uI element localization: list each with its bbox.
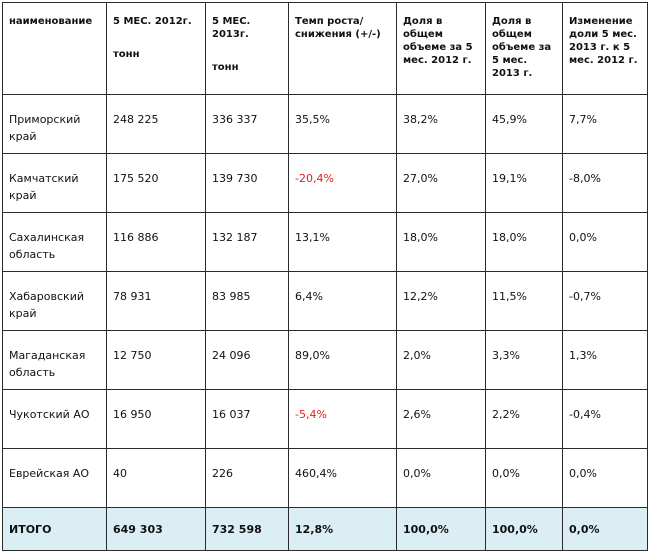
header-label: Доля в общем объеме за 5 мес. 2013 г.	[492, 16, 552, 79]
cell-share-change: 0,0%	[562, 212, 648, 272]
cell-growth: 6,4%	[288, 271, 397, 331]
cell-share-2012: 27,0%	[396, 153, 486, 213]
cell-2012: 248 225	[106, 94, 206, 154]
cell-name: Сахалинская область	[2, 212, 107, 272]
header-row: наименование 5 МЕС. 2012г. тонн 5 МЕС. 20…	[2, 2, 648, 95]
cell-2012: 78 931	[106, 271, 206, 331]
header-2013: 5 МЕС. 2013г. тонн	[205, 2, 289, 95]
cell-share-change: 7,7%	[562, 94, 648, 154]
cell-name: Хабаровский край	[2, 271, 107, 331]
cell-share-2013: 19,1%	[485, 153, 563, 213]
cell-name: Чукотский АО	[2, 389, 107, 449]
header-share-2013: Доля в общем объеме за 5 мес. 2013 г.	[485, 2, 563, 95]
cell-growth: 89,0%	[288, 330, 397, 390]
total-row: ИТОГО 649 303 732 598 12,8% 100,0% 100,0…	[2, 507, 648, 551]
total-share-2012: 100,0%	[396, 507, 486, 551]
cell-share-2012: 38,2%	[396, 94, 486, 154]
cell-growth: -5,4%	[288, 389, 397, 449]
cell-2012: 175 520	[106, 153, 206, 213]
total-growth: 12,8%	[288, 507, 397, 551]
cell-growth: 35,5%	[288, 94, 397, 154]
cell-share-change: -0,4%	[562, 389, 648, 449]
table-row: Хабаровский край 78 931 83 985 6,4% 12,2…	[2, 271, 648, 331]
cell-share-change: 1,3%	[562, 330, 648, 390]
cell-2012: 12 750	[106, 330, 206, 390]
cell-share-2012: 2,0%	[396, 330, 486, 390]
header-name: наименование	[2, 2, 107, 95]
cell-2013: 83 985	[205, 271, 289, 331]
cell-2013: 336 337	[205, 94, 289, 154]
cell-share-change: -0,7%	[562, 271, 648, 331]
cell-2013: 16 037	[205, 389, 289, 449]
cell-growth: 13,1%	[288, 212, 397, 272]
total-name: ИТОГО	[2, 507, 107, 551]
header-2012: 5 МЕС. 2012г. тонн	[106, 2, 206, 95]
cell-2012: 16 950	[106, 389, 206, 449]
header-label: Изменение доли 5 мес. 2013 г. к 5 мес. 2…	[569, 16, 638, 66]
cell-share-2013: 11,5%	[485, 271, 563, 331]
cell-share-2012: 0,0%	[396, 448, 486, 508]
header-unit: тонн	[212, 62, 239, 73]
header-label: Темп роста/ снижения (+/-)	[295, 16, 381, 40]
cell-2013: 226	[205, 448, 289, 508]
header-share-2012: Доля в общем объеме за 5 мес. 2012 г.	[396, 2, 486, 95]
total-2013: 732 598	[205, 507, 289, 551]
cell-share-2012: 12,2%	[396, 271, 486, 331]
cell-share-2013: 18,0%	[485, 212, 563, 272]
cell-2012: 40	[106, 448, 206, 508]
table-row: Магаданская область 12 750 24 096 89,0% …	[2, 330, 648, 390]
table-row: Сахалинская область 116 886 132 187 13,1…	[2, 212, 648, 272]
table-row: Приморский край 248 225 336 337 35,5% 38…	[2, 94, 648, 154]
cell-2013: 139 730	[205, 153, 289, 213]
cell-name: Еврейская АО	[2, 448, 107, 508]
header-unit: тонн	[113, 49, 140, 60]
header-label: 5 МЕС. 2012г.	[113, 16, 192, 27]
total-2012: 649 303	[106, 507, 206, 551]
header-label: Доля в общем объеме за 5 мес. 2012 г.	[403, 16, 473, 66]
cell-name: Магаданская область	[2, 330, 107, 390]
cell-share-2013: 2,2%	[485, 389, 563, 449]
cell-growth: -20,4%	[288, 153, 397, 213]
cell-name: Камчатский край	[2, 153, 107, 213]
total-share-change: 0,0%	[562, 507, 648, 551]
cell-name: Приморский край	[2, 94, 107, 154]
table-row: Камчатский край 175 520 139 730 -20,4% 2…	[2, 153, 648, 213]
cell-share-2013: 3,3%	[485, 330, 563, 390]
cell-share-change: -8,0%	[562, 153, 648, 213]
cell-share-2013: 45,9%	[485, 94, 563, 154]
header-label: 5 МЕС. 2013г.	[212, 16, 251, 40]
table-row: Чукотский АО 16 950 16 037 -5,4% 2,6% 2,…	[2, 389, 648, 449]
total-share-2013: 100,0%	[485, 507, 563, 551]
header-share-change: Изменение доли 5 мес. 2013 г. к 5 мес. 2…	[562, 2, 648, 95]
header-label: наименование	[9, 16, 93, 27]
cell-share-change: 0,0%	[562, 448, 648, 508]
cell-share-2012: 2,6%	[396, 389, 486, 449]
cell-2013: 24 096	[205, 330, 289, 390]
cell-2012: 116 886	[106, 212, 206, 272]
cell-share-2012: 18,0%	[396, 212, 486, 272]
cell-share-2013: 0,0%	[485, 448, 563, 508]
table-row: Еврейская АО 40 226 460,4% 0,0% 0,0% 0,0…	[2, 448, 648, 508]
header-growth: Темп роста/ снижения (+/-)	[288, 2, 397, 95]
cell-growth: 460,4%	[288, 448, 397, 508]
cell-2013: 132 187	[205, 212, 289, 272]
